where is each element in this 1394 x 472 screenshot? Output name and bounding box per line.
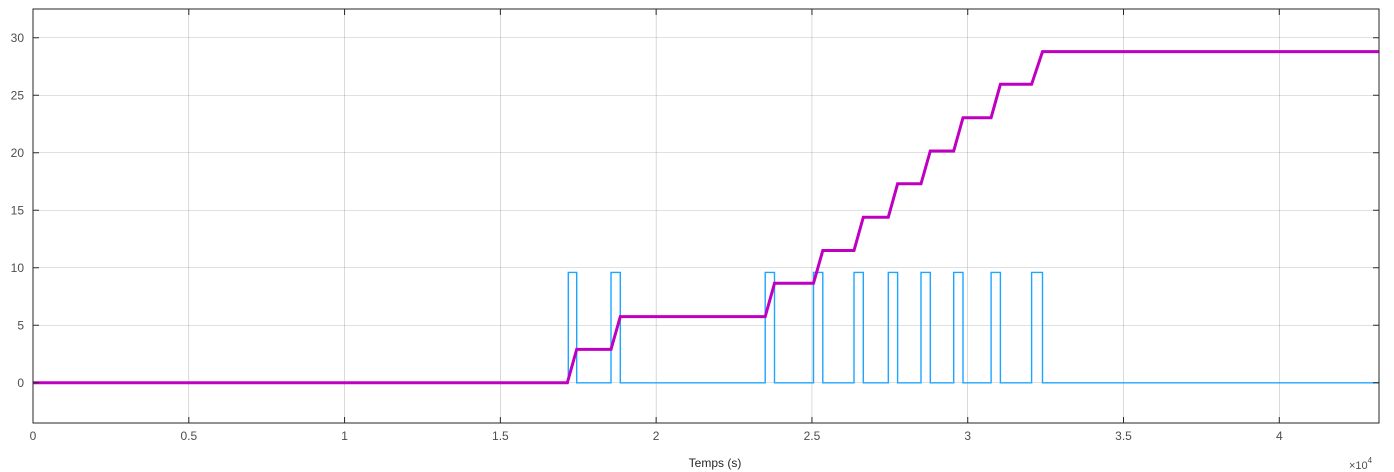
x-axis-label: Temps (s) bbox=[689, 456, 742, 470]
pulse-series-line bbox=[33, 271, 1379, 384]
x-tick-label: 3 bbox=[964, 429, 971, 443]
series-layer bbox=[33, 50, 1379, 385]
x-tick-label: 4 bbox=[1276, 429, 1283, 443]
x-tick-label: 3.5 bbox=[1115, 429, 1132, 443]
x-tick-label: 1.5 bbox=[492, 429, 509, 443]
y-tick-label: 10 bbox=[11, 261, 25, 275]
x-axis-exponent-base: ×10 bbox=[1349, 460, 1368, 472]
x-axis-exponent-power: 4 bbox=[1368, 456, 1373, 465]
x-tick-label: 0.5 bbox=[180, 429, 197, 443]
y-tick-label: 5 bbox=[17, 318, 24, 332]
y-tick-label: 25 bbox=[11, 88, 25, 102]
x-axis: 0 0.5 1 1.5 2 2.5 3 3.5 4 bbox=[30, 9, 1283, 443]
y-tick-label: 20 bbox=[11, 146, 25, 160]
grid bbox=[33, 9, 1379, 423]
cumulative-series-line bbox=[33, 50, 1379, 385]
x-axis-exponent: ×104 bbox=[1349, 456, 1373, 472]
x-tick-label: 2.5 bbox=[804, 429, 821, 443]
x-tick-label: 2 bbox=[653, 429, 660, 443]
y-tick-label: 0 bbox=[17, 376, 24, 390]
x-tick-label: 0 bbox=[30, 429, 37, 443]
axes-box bbox=[32, 8, 1380, 424]
x-tick-label: 1 bbox=[341, 429, 348, 443]
y-axis: 0 5 10 15 20 25 30 bbox=[11, 31, 1379, 390]
y-tick-label: 15 bbox=[11, 203, 25, 217]
y-tick-label: 30 bbox=[11, 31, 25, 45]
